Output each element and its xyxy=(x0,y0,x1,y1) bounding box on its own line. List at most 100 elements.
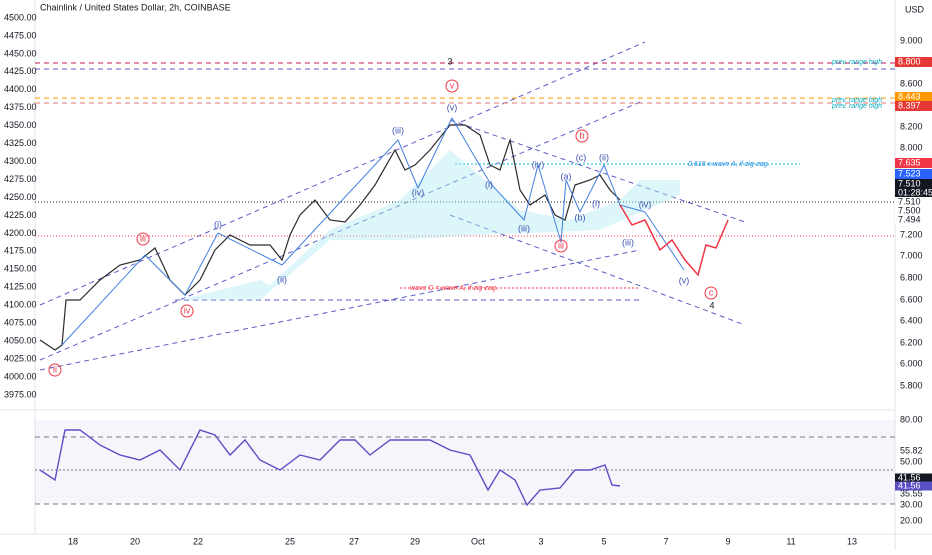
right-tick-label: 6.600 xyxy=(900,294,923,304)
note: prev. range high xyxy=(831,103,882,110)
date-label: 5 xyxy=(601,536,606,546)
price-tag-label: 01:28:45 xyxy=(898,187,932,197)
wave-label: iii xyxy=(140,233,146,243)
date-label: 20 xyxy=(130,536,140,546)
rsi-tick-label: 35.55 xyxy=(900,488,923,498)
left-tick-label: 4175.00 xyxy=(4,246,37,256)
wave-circle xyxy=(704,286,718,300)
left-tick-label: 4375.00 xyxy=(4,102,37,112)
rsi-band xyxy=(35,420,895,504)
price-tag xyxy=(895,215,932,225)
wave-label: (iv) xyxy=(532,159,545,169)
price-tag-label: 8.800 xyxy=(898,56,921,66)
rsi-tag-label: 41.56 xyxy=(898,480,921,490)
wave-label: (b) xyxy=(575,212,586,222)
date-label: 7 xyxy=(663,536,668,546)
left-tick-label: 4400.00 xyxy=(4,84,37,94)
date-label: 22 xyxy=(193,536,203,546)
right-tick-label: 8.600 xyxy=(900,78,923,88)
rsi-tag xyxy=(895,481,932,491)
right-tick-label: 6.800 xyxy=(900,272,923,282)
right-tick-label: 7.000 xyxy=(900,250,923,260)
wave-label: (iv) xyxy=(639,199,652,209)
price-tag xyxy=(895,179,932,189)
price-tag xyxy=(895,92,932,102)
wave-circle xyxy=(180,304,194,318)
left-tick-label: 4225.00 xyxy=(4,210,37,220)
rsi-tick-label: 50.00 xyxy=(900,456,923,466)
left-tick-label: 4075.00 xyxy=(4,318,37,328)
wave-label: iv xyxy=(184,305,191,315)
wave-circle xyxy=(575,129,589,143)
date-label: 18 xyxy=(68,536,78,546)
left-tick-label: 4250.00 xyxy=(4,192,37,202)
wave-label: v xyxy=(450,80,455,90)
left-tick-label: 4500.00 xyxy=(4,12,37,22)
price-tag-label: 7.510 xyxy=(898,196,921,206)
rsi-tag xyxy=(895,473,932,483)
wave-label: (i) xyxy=(485,179,493,189)
date-label: 11 xyxy=(786,536,795,546)
left-tick-label: 4325.00 xyxy=(4,138,37,148)
wave-label: iii xyxy=(558,240,564,250)
wave-label: (iii) xyxy=(622,237,634,247)
price-tag-label: 8.397 xyxy=(898,100,921,110)
price-tag-label: 7.635 xyxy=(898,157,921,167)
price-tag-label: 7.523 xyxy=(898,168,921,178)
wave-circle xyxy=(445,79,459,93)
wave-label: (ii) xyxy=(277,274,287,284)
date-label: Oct xyxy=(471,536,486,546)
rsi-tick-label: 80.00 xyxy=(900,414,923,424)
left-tick-label: 4275.00 xyxy=(4,174,37,184)
rsi-line xyxy=(39,429,621,507)
channels xyxy=(35,41,895,505)
left-tick-label: 4100.00 xyxy=(4,300,37,310)
right-tick-label: 6.200 xyxy=(900,337,923,347)
wave-label: (iii) xyxy=(392,125,404,135)
chart-title: Chainlink / United States Dollar, 2h, CO… xyxy=(40,2,231,12)
left-tick-label: 4050.00 xyxy=(4,335,37,345)
wave-label: c xyxy=(709,287,714,297)
note: 0.618 x wave A, if zig-zag. xyxy=(688,161,770,168)
rsi-tick-label: 20.00 xyxy=(900,515,923,525)
left-tick-label: 4025.00 xyxy=(4,353,37,363)
wave-label: 3 xyxy=(447,56,452,66)
wave-circle xyxy=(554,239,568,253)
left-tick-label: 4200.00 xyxy=(4,228,37,238)
left-tick-label: 4450.00 xyxy=(4,48,37,58)
left-tick-label: 4000.00 xyxy=(4,371,37,381)
cloud xyxy=(180,150,680,300)
right-tick-label: 8.000 xyxy=(900,142,923,152)
wave-path xyxy=(61,116,685,346)
price-tag xyxy=(895,158,932,168)
rsi-tag-label: 41.56 xyxy=(898,472,921,482)
wave-circle xyxy=(48,363,62,377)
right-tick-label: 6.400 xyxy=(900,315,923,325)
wave-label: (i) xyxy=(214,219,222,229)
price-tag xyxy=(895,188,932,198)
wave-label: (v) xyxy=(679,275,690,285)
left-tick-label: 4125.00 xyxy=(4,282,37,292)
price-tag xyxy=(895,101,932,111)
right-tick-label: 7.200 xyxy=(900,229,923,239)
wave-label: (iii) xyxy=(518,223,530,233)
left-tick-label: 4300.00 xyxy=(4,156,37,166)
date-label: 27 xyxy=(349,536,359,546)
price-tag-label: 8.443 xyxy=(898,91,921,101)
left-tick-label: 4350.00 xyxy=(4,120,37,130)
left-tick-label: 4150.00 xyxy=(4,264,37,274)
forecast-path xyxy=(619,204,729,277)
wave-label: ii xyxy=(53,364,57,374)
date-label: 29 xyxy=(410,536,420,546)
date-label: 25 xyxy=(285,536,295,546)
price-tag xyxy=(895,57,932,67)
wave-label: (a) xyxy=(561,171,572,181)
wave-label: (c) xyxy=(576,152,587,162)
wave-label: (ii) xyxy=(599,152,609,162)
price-tag-label: 7.494 xyxy=(898,214,921,224)
right-tick-label: 6.000 xyxy=(900,358,923,368)
date-label: 9 xyxy=(725,536,730,546)
wave-circle xyxy=(136,232,150,246)
